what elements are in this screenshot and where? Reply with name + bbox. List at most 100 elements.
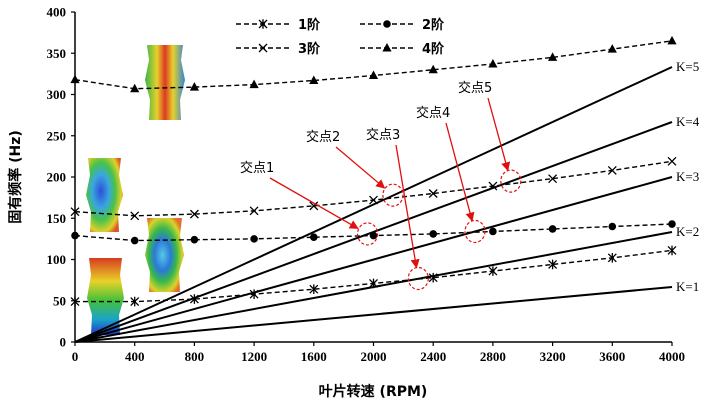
series-4-point-2 [189,82,199,91]
x-tick-label-6: 2400 [420,349,446,364]
series-1-point-6 [428,272,438,283]
mode-shape-1-image [87,258,124,335]
series-4-point-7 [488,58,498,68]
mode-shape-images [86,45,185,335]
y-tick-label-8: 400 [47,5,67,20]
series-3-point-5 [369,195,378,205]
series-1-point-1 [130,296,140,307]
series-line-3 [74,160,673,217]
series-2-point-1 [130,236,139,245]
x-tick-label-0: 0 [72,349,79,364]
series-4-point-1 [130,83,140,93]
series-1-point-7 [488,266,498,276]
x-tick-label-5: 2000 [361,349,387,364]
intersection-circle-3 [407,266,429,291]
x-tick-label-2: 800 [185,349,205,364]
k-line-label-2: K=2 [676,224,699,239]
intersection-circle-1 [356,222,379,246]
series-3-point-3 [249,206,259,216]
series-1-point-4 [309,284,319,294]
series-3-point-1 [130,211,140,221]
series-3-point-9 [607,165,617,175]
intersection-arrow-2 [335,146,386,189]
mode-shape-3-image [86,158,123,232]
k-line-3 [74,176,673,343]
y-ticks: 0 50 100 150 200 250 300 350 400 [47,5,75,350]
intersection-label-3: 交点3 [366,127,400,143]
intersection-label-5: 交点5 [458,80,492,96]
k-line-label-4: K=4 [676,114,700,129]
intersection-circle-4 [464,219,486,244]
legend-marker-2 [383,20,391,28]
series-4-point-4 [309,75,319,84]
x-tick-label-8: 3200 [540,349,566,364]
series-3-point-6 [428,189,438,198]
y-tick-label-7: 350 [47,46,67,61]
y-tick-label-0: 0 [60,335,67,350]
series-4-point-10 [667,35,677,45]
legend-background [228,12,480,60]
k-line-labels: K=1 K=2 K=3 K=4 K=5 [676,59,700,294]
intersection-label-1: 交点1 [240,160,274,176]
k-line-label-5: K=5 [676,59,699,74]
x-tick-label-4: 1600 [301,349,327,364]
x-tick-label-7: 2800 [480,349,506,364]
series-2-point-9 [608,222,617,231]
y-tick-label-6: 300 [47,87,67,102]
series-3-point-2 [189,209,199,219]
series-3-point-7 [488,181,498,191]
intersection-arrow-4 [445,122,475,222]
legend-label-2: 2阶 [422,17,445,33]
series-3-point-8 [548,174,558,184]
series-1-point-2 [189,294,199,304]
series-4-point-5 [368,70,379,80]
series-2-point-5 [369,231,378,240]
legend-label-1: 1阶 [298,17,321,33]
intersection-circle-2 [382,183,404,207]
series-3-point-4 [309,201,319,211]
k-line-5 [74,66,673,343]
series-2-point-10 [668,220,676,228]
intersection-label-2: 交点2 [306,129,340,145]
x-tick-label-10: 4000 [659,349,685,364]
mode-shape-4-image [145,45,185,120]
series-4-point-8 [548,52,558,61]
series-4-point-3 [249,79,259,89]
k-line-1 [74,286,673,343]
series-1-point-10 [667,245,677,256]
series-1-point-5 [369,278,378,289]
series-4-point-9 [607,44,617,53]
intersection-arrow-3 [395,144,420,269]
y-tick-label-1: 50 [53,293,66,308]
intersection-label-4: 交点4 [416,105,450,121]
k-line-label-1: K=1 [676,279,699,294]
series-2-point-7 [489,227,497,236]
x-tick-label-9: 3600 [599,349,625,364]
mode-shape-2-image [145,218,184,292]
series-2-point-8 [548,225,557,233]
x-tick-label-3: 1200 [241,349,267,364]
legend-label-3: 3阶 [298,41,321,57]
legend-marker-3 [258,43,268,53]
intersection-circle-5 [500,169,522,193]
series-1-point-9 [607,253,617,263]
legend-marker-4 [382,43,392,52]
series-1-point-8 [548,259,558,270]
intersection-arrow-1 [269,177,359,230]
x-tick-label-1: 400 [125,349,145,364]
y-tick-label-5: 250 [47,128,67,143]
legend: 1阶 2阶 3阶 4阶 [228,12,480,60]
legend-marker-1 [258,19,268,29]
series-3-point-10 [667,156,677,166]
legend-label-4: 4阶 [422,41,445,57]
y-axis-label: 固有频率 (Hz) [7,130,24,224]
y-tick-label-4: 200 [47,170,67,185]
intersection-arrow-5 [487,97,511,172]
x-ticks: 0 400 800 1200 1600 2000 2400 2800 3200 3600 4000 [72,342,685,364]
series-2-point-6 [429,230,438,238]
x-axis-label: 叶片转速 (RPM) [319,383,428,400]
series-markers [70,35,677,307]
series-2-point-3 [250,235,258,243]
k-line-label-3: K=3 [676,169,699,184]
